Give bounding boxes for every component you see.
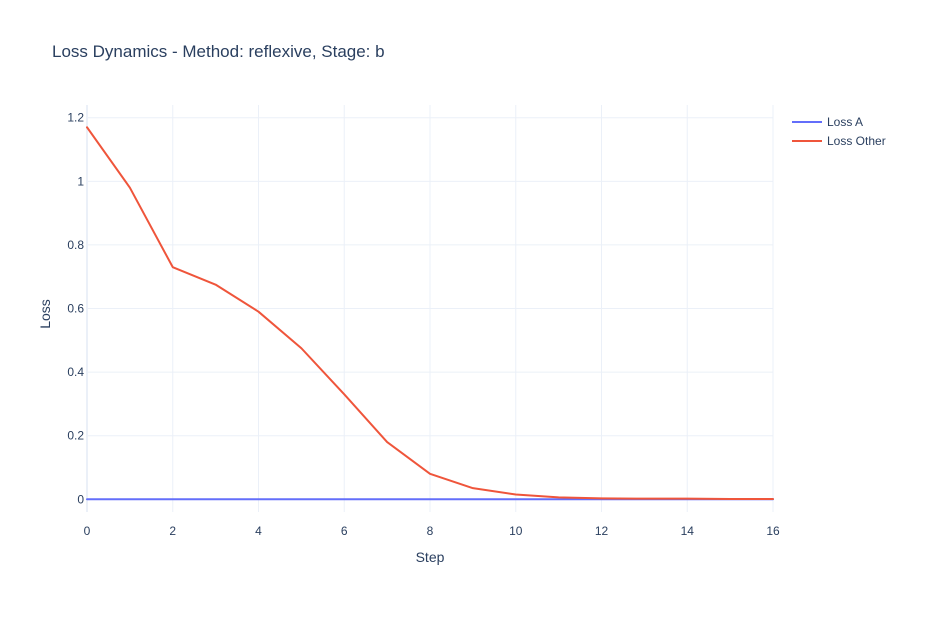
- y-tick-label: 0: [77, 492, 84, 506]
- x-tick-label: 6: [341, 524, 348, 538]
- legend[interactable]: Loss A Loss Other: [792, 115, 886, 148]
- legend-label: Loss Other: [827, 134, 886, 148]
- y-tick-label: 0.4: [67, 365, 84, 379]
- x-tick-label: 12: [595, 524, 609, 538]
- x-tick-label: 0: [84, 524, 91, 538]
- legend-item-loss-other[interactable]: Loss Other: [792, 134, 886, 148]
- x-axis-title: Step: [416, 549, 445, 565]
- y-tick-label: 1: [77, 174, 84, 188]
- y-tick-label: 0.8: [67, 238, 84, 252]
- x-tick-label: 16: [766, 524, 780, 538]
- tick-layer: 0 2 4 6 8 10 12 14 16 0 0.2 0.4 0.6 0.8 1 1.2: [67, 111, 780, 538]
- y-tick-label: 0.6: [67, 302, 84, 316]
- chart-title: Loss Dynamics - Method: reflexive, Stage…: [52, 42, 385, 61]
- x-tick-label: 14: [681, 524, 695, 538]
- x-tick-label: 2: [169, 524, 176, 538]
- legend-item-loss-a[interactable]: Loss A: [792, 115, 863, 129]
- y-tick-label: 1.2: [67, 111, 84, 125]
- x-tick-label: 10: [509, 524, 523, 538]
- legend-label: Loss A: [827, 115, 863, 129]
- series-line-loss-other: [86, 126, 774, 500]
- y-tick-label: 0.2: [67, 429, 84, 443]
- y-axis-title: Loss: [37, 299, 53, 329]
- x-tick-label: 8: [427, 524, 434, 538]
- grid-layer: [86, 105, 774, 512]
- x-tick-label: 4: [255, 524, 262, 538]
- series-layer: [86, 126, 774, 501]
